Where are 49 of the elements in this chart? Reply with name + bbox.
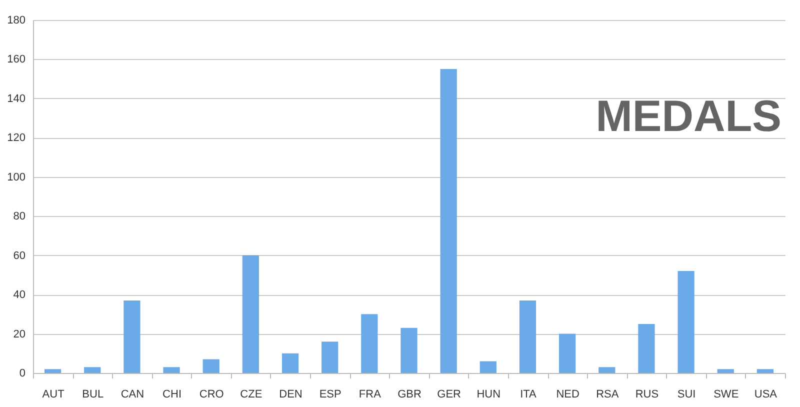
x-tick-label: SWE [714,388,739,400]
bar [559,334,576,373]
bar [84,367,101,373]
bar [361,314,378,373]
bar [717,369,734,373]
bar [440,69,457,373]
bar [322,342,338,373]
x-tick-label: RSA [596,388,620,400]
bar [480,361,496,373]
bar [163,367,180,373]
x-tick-label: ITA [520,388,538,400]
x-tick-label: NED [556,388,580,400]
y-tick-label: 0 [19,368,26,380]
y-tick-label: 120 [7,132,26,144]
bar [202,359,220,373]
y-tick-label: 100 [7,171,26,184]
y-tick-label: 140 [7,92,26,105]
x-tick-label: GER [437,388,462,400]
bar [282,353,299,373]
y-tick-label: 160 [7,54,26,66]
x-tick-label: SUI [677,388,696,400]
y-tick-label: 180 [7,14,26,26]
bar [519,300,536,373]
bar [242,255,259,373]
x-tick-label: BUL [82,388,104,400]
x-tick-label: FRA [358,388,382,400]
x-tick-label: GBR [398,388,422,400]
bar [44,369,62,373]
text: MEDALS [596,92,782,141]
x-tick-label: AUT [42,388,65,400]
y-tick-label: 20 [13,328,26,340]
x-tick-label: RUS [635,388,659,400]
x-tick-label: CRO [199,388,224,400]
y-tick-label: 60 [13,250,26,262]
y-tick-label: 40 [13,289,26,302]
x-tick-label: CHI [162,388,182,400]
bar [638,324,655,373]
bar [124,300,140,373]
x-tick-label: USA [754,388,778,400]
x-tick-label: ESP [319,388,342,400]
x-tick-label: CAN [120,388,144,400]
y-tick-label: 80 [13,210,26,223]
bar [756,369,774,373]
bar [598,367,616,373]
x-tick-label: CZE [240,388,262,400]
bar [678,271,694,373]
x-tick-label: HUN [476,388,501,400]
x-tick-label: DEN [279,388,302,400]
bar [400,328,418,373]
